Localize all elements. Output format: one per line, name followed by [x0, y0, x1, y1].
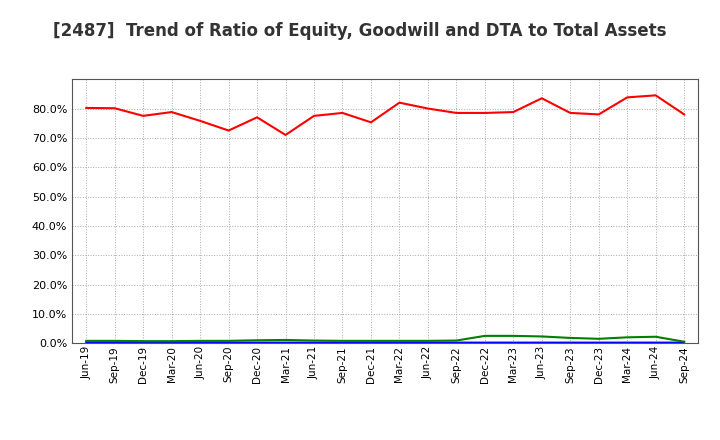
Equity — [282, 132, 290, 138]
Goodwill — [282, 340, 290, 345]
Equity — [366, 120, 375, 125]
Goodwill — [310, 340, 318, 345]
Deferred Tax Assets — [253, 337, 261, 343]
Goodwill — [652, 340, 660, 345]
Equity — [82, 105, 91, 110]
Equity — [167, 110, 176, 115]
Deferred Tax Assets — [82, 338, 91, 344]
Deferred Tax Assets — [480, 333, 489, 338]
Equity — [338, 110, 347, 116]
Equity — [537, 95, 546, 101]
Equity — [310, 113, 318, 118]
Deferred Tax Assets — [196, 338, 204, 344]
Deferred Tax Assets — [282, 337, 290, 343]
Goodwill — [423, 340, 432, 345]
Goodwill — [225, 340, 233, 345]
Deferred Tax Assets — [652, 334, 660, 339]
Deferred Tax Assets — [338, 338, 347, 344]
Goodwill — [253, 340, 261, 345]
Deferred Tax Assets — [110, 338, 119, 344]
Equity — [110, 106, 119, 111]
Goodwill — [110, 340, 119, 345]
Line: Deferred Tax Assets: Deferred Tax Assets — [86, 336, 684, 342]
Equity — [225, 128, 233, 133]
Deferred Tax Assets — [566, 335, 575, 341]
Deferred Tax Assets — [595, 336, 603, 341]
Equity — [423, 106, 432, 111]
Deferred Tax Assets — [310, 338, 318, 343]
Deferred Tax Assets — [509, 333, 518, 338]
Goodwill — [680, 340, 688, 345]
Deferred Tax Assets — [395, 338, 404, 344]
Deferred Tax Assets — [139, 338, 148, 344]
Deferred Tax Assets — [167, 338, 176, 344]
Goodwill — [82, 340, 91, 345]
Equity — [509, 110, 518, 115]
Goodwill — [480, 340, 489, 345]
Goodwill — [196, 340, 204, 345]
Deferred Tax Assets — [623, 335, 631, 340]
Goodwill — [395, 340, 404, 345]
Goodwill — [366, 340, 375, 345]
Goodwill — [537, 340, 546, 345]
Equity — [566, 110, 575, 116]
Equity — [595, 112, 603, 117]
Deferred Tax Assets — [423, 338, 432, 344]
Deferred Tax Assets — [225, 338, 233, 344]
Line: Equity: Equity — [86, 95, 684, 135]
Goodwill — [623, 340, 631, 345]
Equity — [253, 115, 261, 120]
Deferred Tax Assets — [537, 334, 546, 339]
Goodwill — [338, 340, 347, 345]
Equity — [623, 95, 631, 100]
Deferred Tax Assets — [680, 339, 688, 345]
Deferred Tax Assets — [452, 338, 461, 343]
Goodwill — [167, 340, 176, 345]
Equity — [196, 118, 204, 124]
Equity — [652, 93, 660, 98]
Goodwill — [595, 340, 603, 345]
Deferred Tax Assets — [366, 338, 375, 344]
Equity — [139, 113, 148, 118]
Equity — [452, 110, 461, 116]
Equity — [395, 100, 404, 105]
Goodwill — [452, 340, 461, 345]
Equity — [680, 112, 688, 117]
Text: [2487]  Trend of Ratio of Equity, Goodwill and DTA to Total Assets: [2487] Trend of Ratio of Equity, Goodwil… — [53, 22, 667, 40]
Goodwill — [139, 340, 148, 345]
Goodwill — [566, 340, 575, 345]
Goodwill — [509, 340, 518, 345]
Equity — [480, 110, 489, 116]
